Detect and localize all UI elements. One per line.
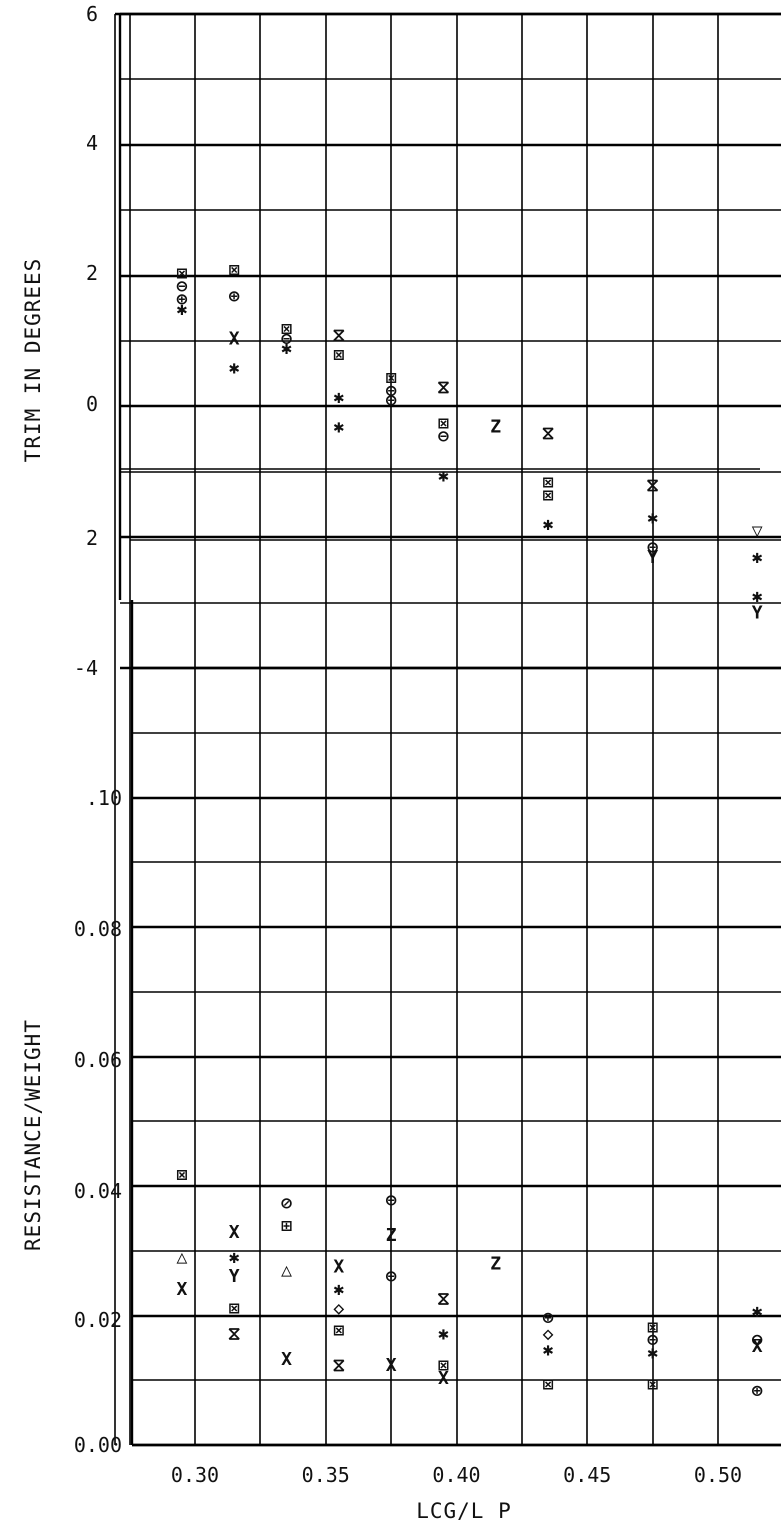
trim-data-point: ⊖ — [647, 537, 658, 558]
resistance-data-point: X — [333, 1257, 344, 1278]
trim-data-point: ⊠ — [177, 263, 188, 284]
trim-data-point: ⊠ — [281, 318, 292, 339]
axis-labels: 6 4 2 0 2 -4 .10 0.08 0.06 0.04 0.02 0.00 0.30 0.35 0.… — [21, 2, 742, 1523]
resistance-data-point: ⊠ — [543, 1374, 554, 1395]
resistance-data-point: ◇ — [333, 1298, 344, 1319]
resistance-data-point: ⧖ — [333, 1355, 346, 1376]
trim-data-point: X — [229, 328, 240, 349]
trim-data-point: ⊠ — [229, 260, 240, 281]
y-tick-label: 2 — [86, 526, 98, 550]
trim-data-point: ✱ — [752, 547, 763, 568]
trim-data-point: ⊖ — [177, 276, 188, 297]
trim-data-point: ⊠ — [386, 367, 397, 388]
grid-layer — [114, 12, 781, 1447]
resistance-data-point: X — [752, 1336, 763, 1357]
trim-data-point: ✱ — [333, 387, 344, 408]
resistance-data-point: △ — [281, 1260, 292, 1281]
y-tick-label: 6 — [86, 2, 98, 26]
resistance-data-point: ⊠ — [333, 1320, 344, 1341]
trim-data-point: ✱ — [281, 338, 292, 359]
y-tick-label: 0.00 — [74, 1433, 122, 1457]
y-tick-label: 0.02 — [74, 1308, 122, 1332]
resistance-data-point: ⊕ — [752, 1381, 763, 1402]
trim-data-point: ⊖ — [438, 426, 449, 447]
y-tick-label: .10 — [86, 786, 122, 810]
resistance-data-point: ⧖ — [228, 1323, 241, 1344]
resistance-data-point: ⊕ — [543, 1308, 554, 1329]
resistance-data-point: ✱ — [752, 1301, 763, 1322]
y-tick-label: 0.04 — [74, 1179, 122, 1203]
trim-data-point: ✱ — [229, 358, 240, 379]
resistance-data-point: ⊞ — [281, 1215, 292, 1236]
trim-data-point: ✱ — [438, 465, 449, 486]
y-tick-label: 0.08 — [74, 917, 122, 941]
resistance-data-point: ⊠ — [229, 1298, 240, 1319]
resistance-data-point: ✱ — [229, 1247, 240, 1268]
resistance-data-point: ⊠ — [438, 1355, 449, 1376]
trim-data-point: ⧖ — [646, 475, 659, 496]
trim-data-point: ✱ — [647, 508, 658, 529]
resistance-data-point: ⧖ — [437, 1288, 450, 1309]
resistance-data-point: X — [386, 1355, 397, 1376]
trim-data-point: ✱ — [543, 514, 554, 535]
trim-data-point: ⊕ — [229, 286, 240, 307]
trim-data-point: ⊠ — [333, 345, 344, 366]
y-tick-label: -4 — [74, 656, 98, 680]
resistance-data-point: X — [177, 1279, 188, 1300]
resistance-data-point: ✱ — [647, 1342, 658, 1363]
resistance-data-point: ✱ — [333, 1279, 344, 1300]
y-tick-label: 2 — [86, 261, 98, 285]
y-axis-title: RESISTANCE/WEIGHT — [21, 1019, 45, 1251]
resistance-data-point: X — [281, 1349, 292, 1370]
trim-data-point: Y — [647, 547, 658, 568]
trim-data-point: ⊖ — [386, 380, 397, 401]
y-tick-label: 0.06 — [74, 1048, 122, 1072]
resistance-data-point: ⊠ — [647, 1317, 658, 1338]
resistance-data-point: ⊖ — [386, 1190, 397, 1211]
trim-data-point: ⧖ — [542, 423, 555, 444]
y-axis-title: TRIM IN DEGREES — [21, 258, 45, 463]
trim-data-point: ⊖ — [281, 328, 292, 349]
resistance-data-point: Z — [386, 1225, 397, 1246]
trim-data-point: Y — [752, 602, 763, 623]
trim-data-point: Z — [490, 416, 501, 437]
x-tick-label: 0.40 — [432, 1463, 480, 1487]
x-axis-title: LCG/L P — [416, 1499, 512, 1523]
resistance-data-point: ⊘ — [281, 1193, 292, 1214]
y-tick-label: 4 — [86, 131, 98, 155]
trim-data-point: ⊕ — [386, 390, 397, 411]
resistance-data-point: ⊖ — [752, 1330, 763, 1351]
trim-data-point: ✱ — [333, 416, 344, 437]
resistance-data-point: X — [229, 1222, 240, 1243]
y-tick-label: 0 — [86, 392, 98, 416]
trim-data-point: ⊠ — [438, 413, 449, 434]
resistance-data-point: ⊕ — [386, 1266, 397, 1287]
data-markers: ⊠⊖⊕✱⊠⊕X✱⊠⊖✱⧖⊠✱✱⊠⊖⊕⧖⊠⊖✱Z ⧖⊠⊠✱⧖✱⊖Y▽✱✱Y⊠△XX✱… — [177, 260, 763, 1402]
resistance-data-point: △ — [177, 1247, 188, 1268]
trim-data-point: ✱ — [177, 299, 188, 320]
resistance-data-point: ⊠ — [177, 1165, 188, 1186]
resistance-data-point: Y — [229, 1266, 240, 1287]
trim-data-point: ⧖ — [333, 325, 346, 346]
resistance-data-point: ⊖ — [647, 1330, 658, 1351]
resistance-data-point: ◇ — [543, 1323, 554, 1344]
x-tick-label: 0.50 — [694, 1463, 742, 1487]
trim-data-point: ▽ — [752, 521, 763, 542]
trim-data-point: ⊕ — [177, 289, 188, 310]
trim-data-point: ⊠ — [543, 485, 554, 506]
trim-data-point: ⧖ — [437, 377, 450, 398]
trim-data-point: ✱ — [752, 586, 763, 607]
x-tick-label: 0.30 — [171, 1463, 219, 1487]
resistance-data-point: ✱ — [543, 1339, 554, 1360]
x-tick-label: 0.35 — [302, 1463, 350, 1487]
resistance-data-point: Z — [490, 1254, 501, 1275]
trim-data-point: ⊠ — [543, 472, 554, 493]
resistance-data-point: ✱ — [438, 1323, 449, 1344]
resistance-data-point: ⊠ — [647, 1374, 658, 1395]
resistance-data-point: X — [438, 1368, 449, 1389]
x-tick-label: 0.45 — [563, 1463, 611, 1487]
